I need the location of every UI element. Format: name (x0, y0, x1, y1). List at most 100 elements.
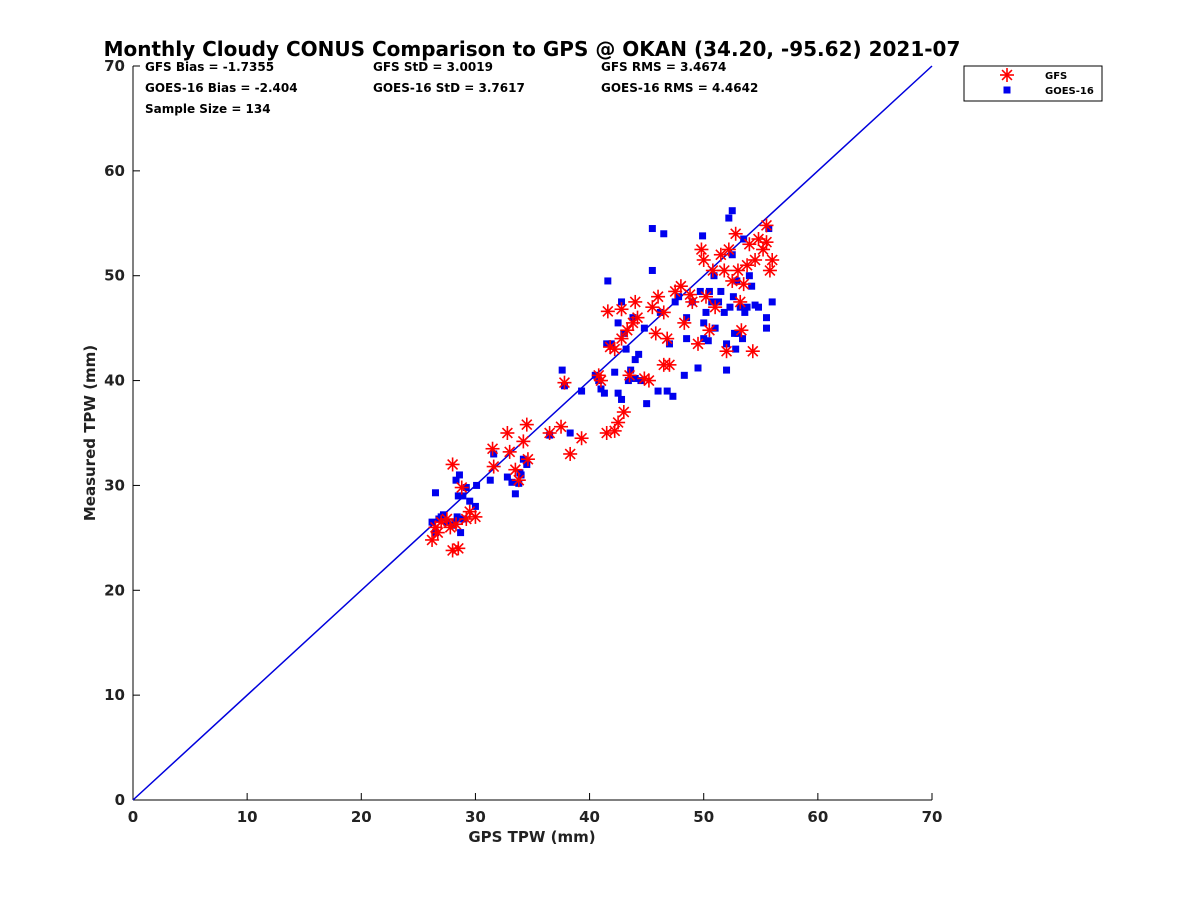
goes16-point (600, 389, 608, 397)
gfs-point (485, 441, 500, 456)
goes16-point (631, 356, 639, 364)
stats-block: GFS Bias = -1.7355 GFS StD = 3.0019 GFS … (145, 60, 758, 116)
goes16-point (711, 324, 719, 332)
gfs-point (733, 294, 748, 309)
gfs-point (713, 247, 728, 262)
goes16-point (715, 298, 723, 306)
goes16-point (729, 293, 737, 301)
gfs-point (622, 368, 637, 383)
gfs-point (736, 277, 751, 292)
y-tick-label: 20 (104, 581, 125, 599)
gfs-point (719, 344, 734, 359)
goes16-point (607, 340, 615, 348)
gfs-point (557, 375, 572, 390)
goes16-point (669, 392, 677, 400)
gfs-point (593, 373, 608, 388)
goes16-point (618, 395, 626, 403)
goes16-point (611, 368, 619, 376)
goes16-point (654, 387, 662, 395)
y-tick-label: 30 (104, 476, 125, 494)
gfs-point (519, 417, 534, 432)
goes16-point (723, 340, 731, 348)
goes16-point (471, 502, 479, 510)
gfs-point (762, 263, 777, 278)
goes16-point (699, 232, 707, 240)
goes16-point (743, 303, 751, 311)
goes16-point (473, 481, 481, 489)
goes16-point (720, 308, 728, 316)
legend-gfs-asterisk (1000, 68, 1014, 82)
goes16-point (618, 298, 626, 306)
goes16-point (516, 469, 524, 477)
goes16-point (503, 473, 511, 481)
gfs-point (734, 323, 749, 338)
gfs-point (425, 532, 440, 547)
gfs-point (614, 302, 629, 317)
goes16-point (614, 389, 622, 397)
gfs-point (454, 480, 469, 495)
goes16-point (508, 478, 516, 486)
y-tick-label: 50 (104, 267, 125, 285)
gfs-std-text: GFS StD = 3.0019 (373, 60, 493, 74)
one-to-one-line (132, 65, 933, 801)
goes16-point (708, 298, 716, 306)
goes16-point (683, 314, 691, 322)
gfs-point (673, 279, 688, 294)
goes16-point (457, 529, 465, 537)
legend-gfs-label: GFS (1045, 71, 1067, 82)
gfs-point (721, 242, 736, 257)
y-tick-label: 60 (104, 162, 125, 180)
y-tick-label: 40 (104, 372, 125, 390)
goes16-point (739, 335, 747, 343)
goes-std-text: GOES-16 StD = 3.7617 (373, 81, 525, 95)
goes16-point (728, 207, 736, 215)
gfs-point (694, 242, 709, 257)
goes16-point (748, 282, 756, 290)
goes16-point (523, 460, 531, 468)
goes16-point (428, 518, 436, 526)
reference-line-layer (132, 65, 933, 801)
goes16-point (614, 319, 622, 327)
goes16-point (726, 303, 734, 311)
gfs-series (425, 218, 780, 558)
gfs-point (468, 509, 483, 524)
goes16-point (455, 471, 463, 479)
legend-goes-label: GOES-16 (1045, 86, 1094, 97)
goes16-point (696, 287, 704, 295)
goes16-point (637, 377, 645, 385)
goes16-point (741, 308, 749, 316)
gfs-point (439, 511, 454, 526)
gfs-point (591, 368, 606, 383)
gfs-point (445, 457, 460, 472)
x-tick-label: 60 (807, 808, 828, 826)
gfs-point (677, 315, 692, 330)
x-tick-label: 40 (579, 808, 600, 826)
goes16-point (702, 308, 710, 316)
gfs-point (648, 326, 663, 341)
goes16-point (710, 272, 718, 280)
gfs-point (698, 289, 713, 304)
gfs-point (717, 263, 732, 278)
goes16-point (680, 371, 688, 379)
goes16-point (728, 251, 736, 259)
goes16-point (762, 314, 770, 322)
goes16-point (762, 324, 770, 332)
goes16-point (675, 293, 683, 301)
gfs-point (660, 331, 675, 346)
gfs-point (611, 415, 626, 430)
gfs-point (696, 252, 711, 267)
goes16-point (768, 298, 776, 306)
goes16-point (694, 364, 702, 372)
x-tick-label: 20 (351, 808, 372, 826)
goes16-point (459, 492, 467, 500)
gfs-point (607, 342, 622, 357)
gfs-point (759, 218, 774, 233)
gfs-point (502, 444, 517, 459)
goes16-point (671, 298, 679, 306)
goes16-point (732, 345, 740, 353)
gfs-point (614, 331, 629, 346)
gfs-point (630, 310, 645, 325)
gfs-point (725, 273, 740, 288)
goes16-point (622, 345, 630, 353)
